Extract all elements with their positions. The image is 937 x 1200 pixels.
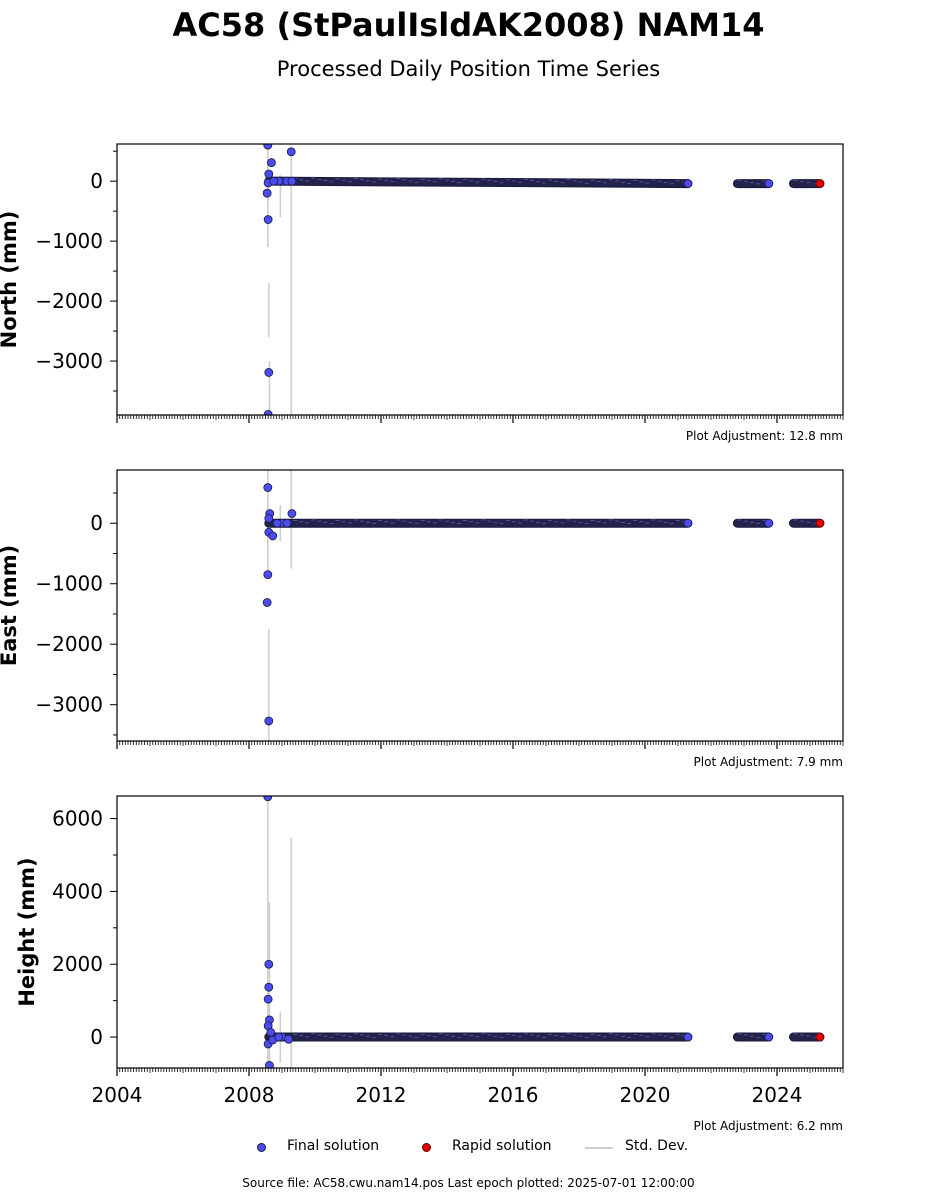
final-solution-point (764, 179, 774, 188)
final-solution-point (264, 513, 274, 523)
final-solution-point (263, 144, 273, 150)
chart-subtitle: Processed Daily Position Time Series (276, 57, 661, 81)
axes-frame (116, 469, 844, 742)
final-solution-point (272, 518, 282, 528)
x-tick-label: 2020 (620, 1083, 671, 1107)
x-axis (116, 415, 844, 423)
final-solution-point (683, 518, 693, 528)
final-solution-point (264, 959, 274, 969)
final-solution-point (265, 1061, 274, 1068)
final-solution-point (287, 509, 297, 518)
y-axis: 0 −1000 −2000 −3000 (35, 492, 117, 736)
y-tick-label: 0 (90, 1025, 103, 1049)
y-tick-label: −1000 (35, 572, 103, 596)
y-tick-label: 0 (90, 511, 103, 535)
y-tick-label: −2000 (35, 289, 103, 313)
y-axis: 0 2000 4000 6000 (52, 807, 117, 1049)
source-note: Source file: AC58.cwu.nam14.pos Last epo… (242, 1176, 695, 1190)
y-tick-label: −3000 (35, 693, 103, 717)
y-tick-label: −1000 (35, 229, 103, 253)
final-solution-point (274, 1032, 284, 1042)
final-solution-point (268, 531, 278, 541)
plot-adjustment-label: Plot Adjustment: 6.2 mm (694, 1119, 843, 1133)
legend-std-line (585, 1147, 613, 1149)
final-solution-point (264, 368, 274, 377)
final-solution-point (262, 188, 272, 198)
final-solution-point (284, 1034, 294, 1044)
final-solution-point (287, 176, 297, 186)
final-solution-point (264, 716, 274, 726)
final-solution-point (263, 483, 273, 492)
final-solution-point (266, 1027, 276, 1037)
legend-final-label: Final solution (287, 1138, 380, 1154)
final-solution-point (263, 570, 273, 580)
legend-rapid-marker (422, 1143, 431, 1152)
x-axis (116, 741, 844, 749)
final-solution-point (263, 994, 273, 1004)
panel-3: 0 2000 4000 6000 Height (mm) 2004 2008 2012 2016… (15, 795, 844, 1133)
final-solution-point (286, 147, 296, 157)
plot-area (262, 470, 825, 741)
final-solution-point (269, 176, 279, 186)
x-tick-label: 2004 (92, 1083, 143, 1107)
y-axis-label: North (mm) (0, 211, 21, 349)
final-solution-point (263, 215, 273, 224)
y-axis-label: East (mm) (0, 545, 21, 666)
legend-std-label: Std. Dev. (625, 1138, 689, 1154)
y-tick-label: 0 (90, 169, 103, 193)
x-tick-label: 2012 (356, 1083, 407, 1107)
final-solution-point (683, 1032, 693, 1042)
y-tick-label: 6000 (52, 807, 103, 831)
final-solution-point (683, 179, 693, 188)
final-solution-point (262, 598, 272, 607)
final-solution-point (282, 518, 292, 528)
rapid-solution-point (815, 179, 825, 188)
final-solution-point (263, 796, 273, 802)
plot-area (262, 144, 825, 415)
rapid-solution-point (815, 518, 825, 528)
chart-title: AC58 (StPaulIsldAK2008) NAM14 (172, 6, 765, 44)
rapid-solution-point (815, 1032, 825, 1042)
y-tick-label: 2000 (52, 952, 103, 976)
y-tick-label: 4000 (52, 879, 103, 903)
y-axis-label: Height (mm) (15, 857, 39, 1006)
final-solution-point (764, 518, 774, 528)
x-tick-label: 2008 (224, 1083, 275, 1107)
legend-rapid-label: Rapid solution (452, 1138, 552, 1154)
axes-frame (116, 795, 844, 1069)
plot-adjustment-label: Plot Adjustment: 7.9 mm (694, 755, 843, 769)
legend-final-marker (257, 1143, 266, 1152)
final-solution-point (267, 158, 276, 167)
final-solution-point (764, 1032, 774, 1042)
x-tick-label: 2016 (488, 1083, 539, 1107)
plot-area (263, 796, 825, 1068)
y-tick-label: −3000 (35, 349, 103, 373)
panel-2: 0 −1000 −2000 −3000 East (mm) Plot Adjustment… (0, 469, 844, 769)
x-axis: 2004 2008 2012 2016 2020 2024 (92, 1068, 844, 1107)
final-solution-point (264, 982, 274, 992)
y-axis: 0 −1000 −2000 −3000 (35, 150, 117, 392)
x-tick-label: 2024 (752, 1083, 803, 1107)
panel-1: 0 −1000 −2000 −3000 North (mm) Plot Adjustmen… (0, 143, 844, 443)
plot-adjustment-label: Plot Adjustment: 12.8 mm (686, 429, 843, 443)
final-solution-point (264, 169, 274, 179)
y-tick-label: −2000 (35, 632, 103, 656)
